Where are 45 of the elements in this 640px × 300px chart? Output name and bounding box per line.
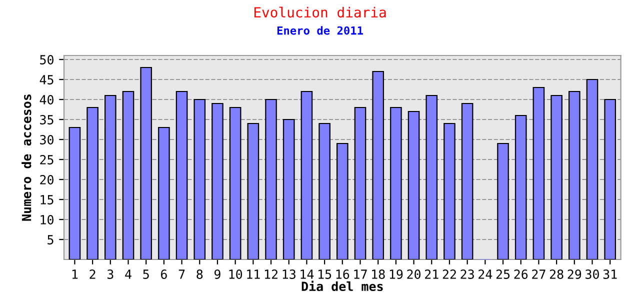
x-tick-label: 4 (125, 270, 132, 279)
x-tick-label: 3 (107, 270, 114, 279)
x-tick-label: 14 (300, 270, 314, 279)
x-tick-label: 19 (390, 270, 403, 279)
y-tick-label: 5 (48, 235, 54, 244)
x-tick-label: 1 (72, 270, 78, 279)
y-tick-label: 35 (40, 115, 54, 124)
x-tick-label: 25 (496, 270, 510, 279)
y-tick-label: 30 (40, 135, 54, 144)
x-tick-label: 9 (214, 270, 220, 279)
y-axis-title: Numero de accesos (22, 94, 32, 221)
x-tick-label: 17 (354, 270, 367, 279)
x-tick-label: 23 (460, 270, 474, 279)
y-tick-label: 15 (40, 195, 54, 204)
x-tick-label: 13 (282, 270, 296, 279)
y-tick-label: 45 (40, 75, 54, 84)
x-axis-title: Dia del mes (302, 280, 383, 292)
x-tick-label: 24 (478, 270, 492, 279)
x-tick-label: 10 (229, 270, 242, 279)
y-tick-label: 40 (40, 95, 54, 104)
x-tick-label: 27 (532, 270, 546, 279)
x-tick-label: 16 (336, 270, 350, 279)
x-tick-label: 28 (550, 270, 564, 279)
y-tick-label: 10 (40, 215, 54, 224)
x-tick-label: 31 (603, 270, 617, 279)
x-tick-label: 26 (514, 270, 528, 279)
x-tick-label: 29 (568, 270, 582, 279)
y-tick-label: 25 (40, 155, 54, 164)
x-tick-label: 8 (196, 270, 203, 279)
x-tick-label: 15 (318, 270, 332, 279)
x-tick-label: 2 (90, 270, 96, 279)
y-tick-label: 20 (40, 175, 54, 184)
y-tick-label: 50 (40, 55, 54, 64)
x-tick-label: 6 (160, 270, 167, 279)
x-tick-label: 30 (586, 270, 599, 279)
x-tick-label: 7 (178, 270, 185, 279)
x-tick-label: 5 (143, 270, 149, 279)
x-tick-label: 11 (247, 270, 260, 279)
x-tick-label: 22 (442, 270, 456, 279)
chart-title: Evolucion diaria (254, 6, 386, 18)
x-tick-label: 21 (425, 270, 438, 279)
chart-subtitle: Enero de 2011 (277, 26, 363, 35)
x-tick-label: 20 (407, 270, 420, 279)
x-tick-label: 18 (372, 270, 385, 279)
x-tick-label: 12 (264, 270, 278, 279)
